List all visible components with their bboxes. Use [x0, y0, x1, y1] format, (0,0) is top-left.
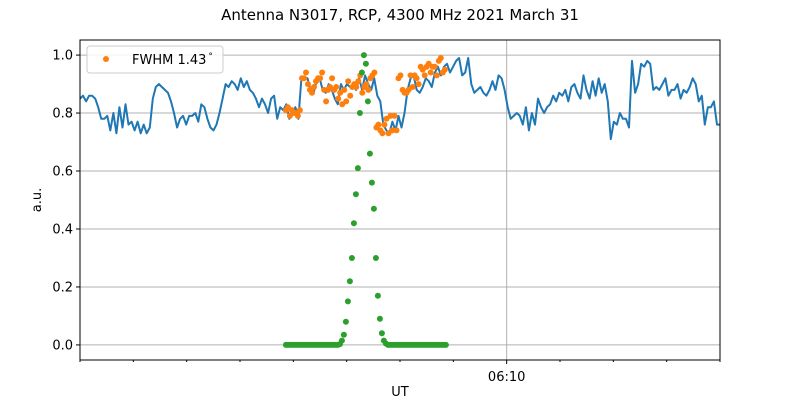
plot-series	[79, 52, 720, 348]
y-axis-label: a.u.	[30, 188, 45, 212]
data-point	[309, 89, 315, 96]
data-point	[323, 98, 330, 105]
signal-line	[79, 57, 720, 141]
data-point	[356, 110, 363, 116]
data-point	[355, 78, 362, 85]
legend: FWHM 1.43 °	[86, 45, 224, 74]
data-point	[303, 69, 309, 76]
legend-label: FWHM 1.43 °	[132, 52, 213, 68]
data-point	[393, 127, 400, 134]
data-point	[413, 75, 420, 82]
data-point	[317, 75, 324, 82]
data-point	[352, 191, 359, 198]
data-point	[371, 69, 378, 76]
axis-ticks: 0.0 0.2 0.4 0.6 0.8 1.0 06:10	[52, 49, 721, 385]
data-point	[347, 92, 354, 99]
y-tick-label: 0.8	[52, 107, 73, 122]
legend-degree: °	[208, 52, 213, 62]
data-point	[335, 95, 342, 102]
legend-label-text: FWHM 1.43	[132, 53, 206, 68]
data-point	[338, 337, 345, 344]
data-point	[365, 86, 372, 93]
data-point	[441, 66, 448, 73]
data-point	[421, 72, 428, 79]
data-point	[340, 331, 347, 338]
chart-title: Antenna N3017, RCP, 4300 MHz 2021 March …	[221, 6, 579, 24]
data-point	[346, 278, 353, 285]
data-point	[378, 330, 385, 337]
data-point	[296, 107, 303, 114]
data-point	[358, 69, 365, 76]
x-axis-label: UT	[391, 385, 409, 400]
data-point	[397, 72, 404, 79]
data-point	[362, 60, 369, 67]
data-point	[342, 318, 349, 325]
data-point	[341, 86, 348, 93]
data-point	[442, 341, 449, 348]
data-point	[311, 84, 317, 90]
data-point	[343, 98, 350, 105]
data-point	[427, 69, 434, 76]
data-point	[345, 78, 352, 85]
data-point	[359, 89, 366, 96]
gridlines	[80, 40, 720, 360]
data-point	[415, 81, 422, 88]
data-point	[379, 130, 386, 137]
data-point	[363, 81, 370, 88]
data-point	[344, 298, 351, 305]
data-point	[376, 315, 383, 322]
data-point	[360, 52, 367, 59]
data-point	[305, 81, 311, 88]
data-point	[431, 63, 438, 70]
data-point	[368, 179, 375, 186]
data-point	[319, 69, 326, 76]
x-tick-label: 06:10	[488, 370, 525, 385]
data-point	[433, 72, 440, 79]
data-point	[409, 84, 416, 90]
legend-marker-orange	[103, 56, 109, 62]
data-point	[348, 255, 355, 261]
y-tick-label: 1.0	[52, 49, 73, 64]
data-point	[333, 84, 340, 90]
plot-frame	[79, 39, 721, 361]
data-point	[364, 98, 371, 105]
data-point	[381, 121, 388, 128]
legend-box	[86, 45, 224, 74]
data-point	[372, 255, 379, 261]
y-tick-label: 0.2	[52, 280, 73, 295]
data-point	[437, 55, 444, 61]
series-beam	[282, 52, 449, 348]
data-point	[370, 205, 377, 212]
data-point	[391, 112, 398, 119]
y-tick-label: 0.4	[52, 222, 73, 237]
data-point	[301, 75, 307, 82]
data-point	[375, 121, 382, 128]
data-point	[366, 150, 373, 157]
y-tick-label: 0.6	[52, 165, 73, 180]
data-point	[354, 165, 361, 172]
data-point	[350, 220, 357, 227]
data-point	[353, 84, 360, 90]
data-point	[329, 75, 336, 82]
data-point	[374, 292, 381, 299]
data-point	[294, 112, 301, 119]
y-tick-label: 0.0	[52, 338, 73, 353]
series-fwhm	[282, 55, 448, 137]
